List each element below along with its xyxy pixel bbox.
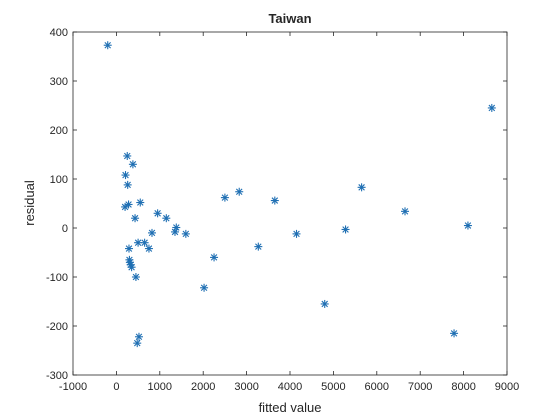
data-point xyxy=(220,193,229,202)
x-tick-label: 6000 xyxy=(365,381,389,393)
x-axis-label: fitted value xyxy=(259,400,322,415)
data-point xyxy=(341,225,350,234)
data-point xyxy=(270,196,279,205)
x-tick-label: 4000 xyxy=(278,381,302,393)
data-point xyxy=(210,253,219,262)
data-point xyxy=(124,200,133,209)
x-tick-label: 8000 xyxy=(451,381,475,393)
data-point xyxy=(103,41,112,50)
data-point xyxy=(136,198,145,207)
x-axis-ticks: -1000 0 1000 2000 3000 4000 5000 6000 7000 8000 90… xyxy=(59,32,519,393)
data-point xyxy=(200,283,209,292)
data-point xyxy=(153,209,162,218)
y-axis-ticks: -300 -200 -100 0 100 200 300 400 xyxy=(46,27,507,382)
data-point xyxy=(121,171,130,180)
data-point xyxy=(131,214,140,223)
plot-frame xyxy=(72,31,508,376)
data-point xyxy=(133,339,142,348)
data-point xyxy=(487,103,496,112)
data-point xyxy=(401,207,410,216)
x-tick-label: 1000 xyxy=(148,381,172,393)
y-tick-label: -100 xyxy=(46,272,68,284)
data-point xyxy=(254,242,263,251)
data-point xyxy=(140,238,149,247)
plot-area xyxy=(73,32,507,375)
data-point xyxy=(127,263,136,272)
data-point xyxy=(172,223,181,232)
chart-title: Taiwan xyxy=(268,11,311,26)
data-point xyxy=(235,187,244,196)
data-point xyxy=(292,229,301,238)
x-tick-label: 5000 xyxy=(321,381,345,393)
data-point xyxy=(134,332,143,341)
data-point xyxy=(463,221,472,230)
data-point xyxy=(320,299,329,308)
data-point xyxy=(357,183,366,192)
x-tick-label: -1000 xyxy=(59,381,87,393)
y-axis-label: residual xyxy=(22,180,37,226)
data-point xyxy=(162,214,171,223)
y-tick-label: 300 xyxy=(50,76,68,88)
x-tick-label: 7000 xyxy=(408,381,432,393)
data-point xyxy=(181,229,190,238)
data-point xyxy=(123,151,132,160)
data-point xyxy=(124,244,133,253)
data-point xyxy=(147,228,156,237)
data-point xyxy=(131,273,140,281)
y-tick-label: 0 xyxy=(62,223,68,235)
x-tick-label: 2000 xyxy=(191,381,215,393)
y-tick-label: -300 xyxy=(46,370,68,382)
x-tick-label: 0 xyxy=(113,381,119,393)
data-point xyxy=(123,180,132,189)
data-point xyxy=(450,329,459,338)
x-tick-label: 3000 xyxy=(234,381,258,393)
data-points xyxy=(103,41,496,348)
data-point xyxy=(128,160,137,169)
y-tick-label: 100 xyxy=(50,174,68,186)
data-point xyxy=(144,244,153,253)
x-tick-label: 9000 xyxy=(495,381,519,393)
y-tick-label: 200 xyxy=(50,125,68,137)
y-tick-label: -200 xyxy=(46,321,68,333)
y-tick-label: 400 xyxy=(50,27,68,39)
